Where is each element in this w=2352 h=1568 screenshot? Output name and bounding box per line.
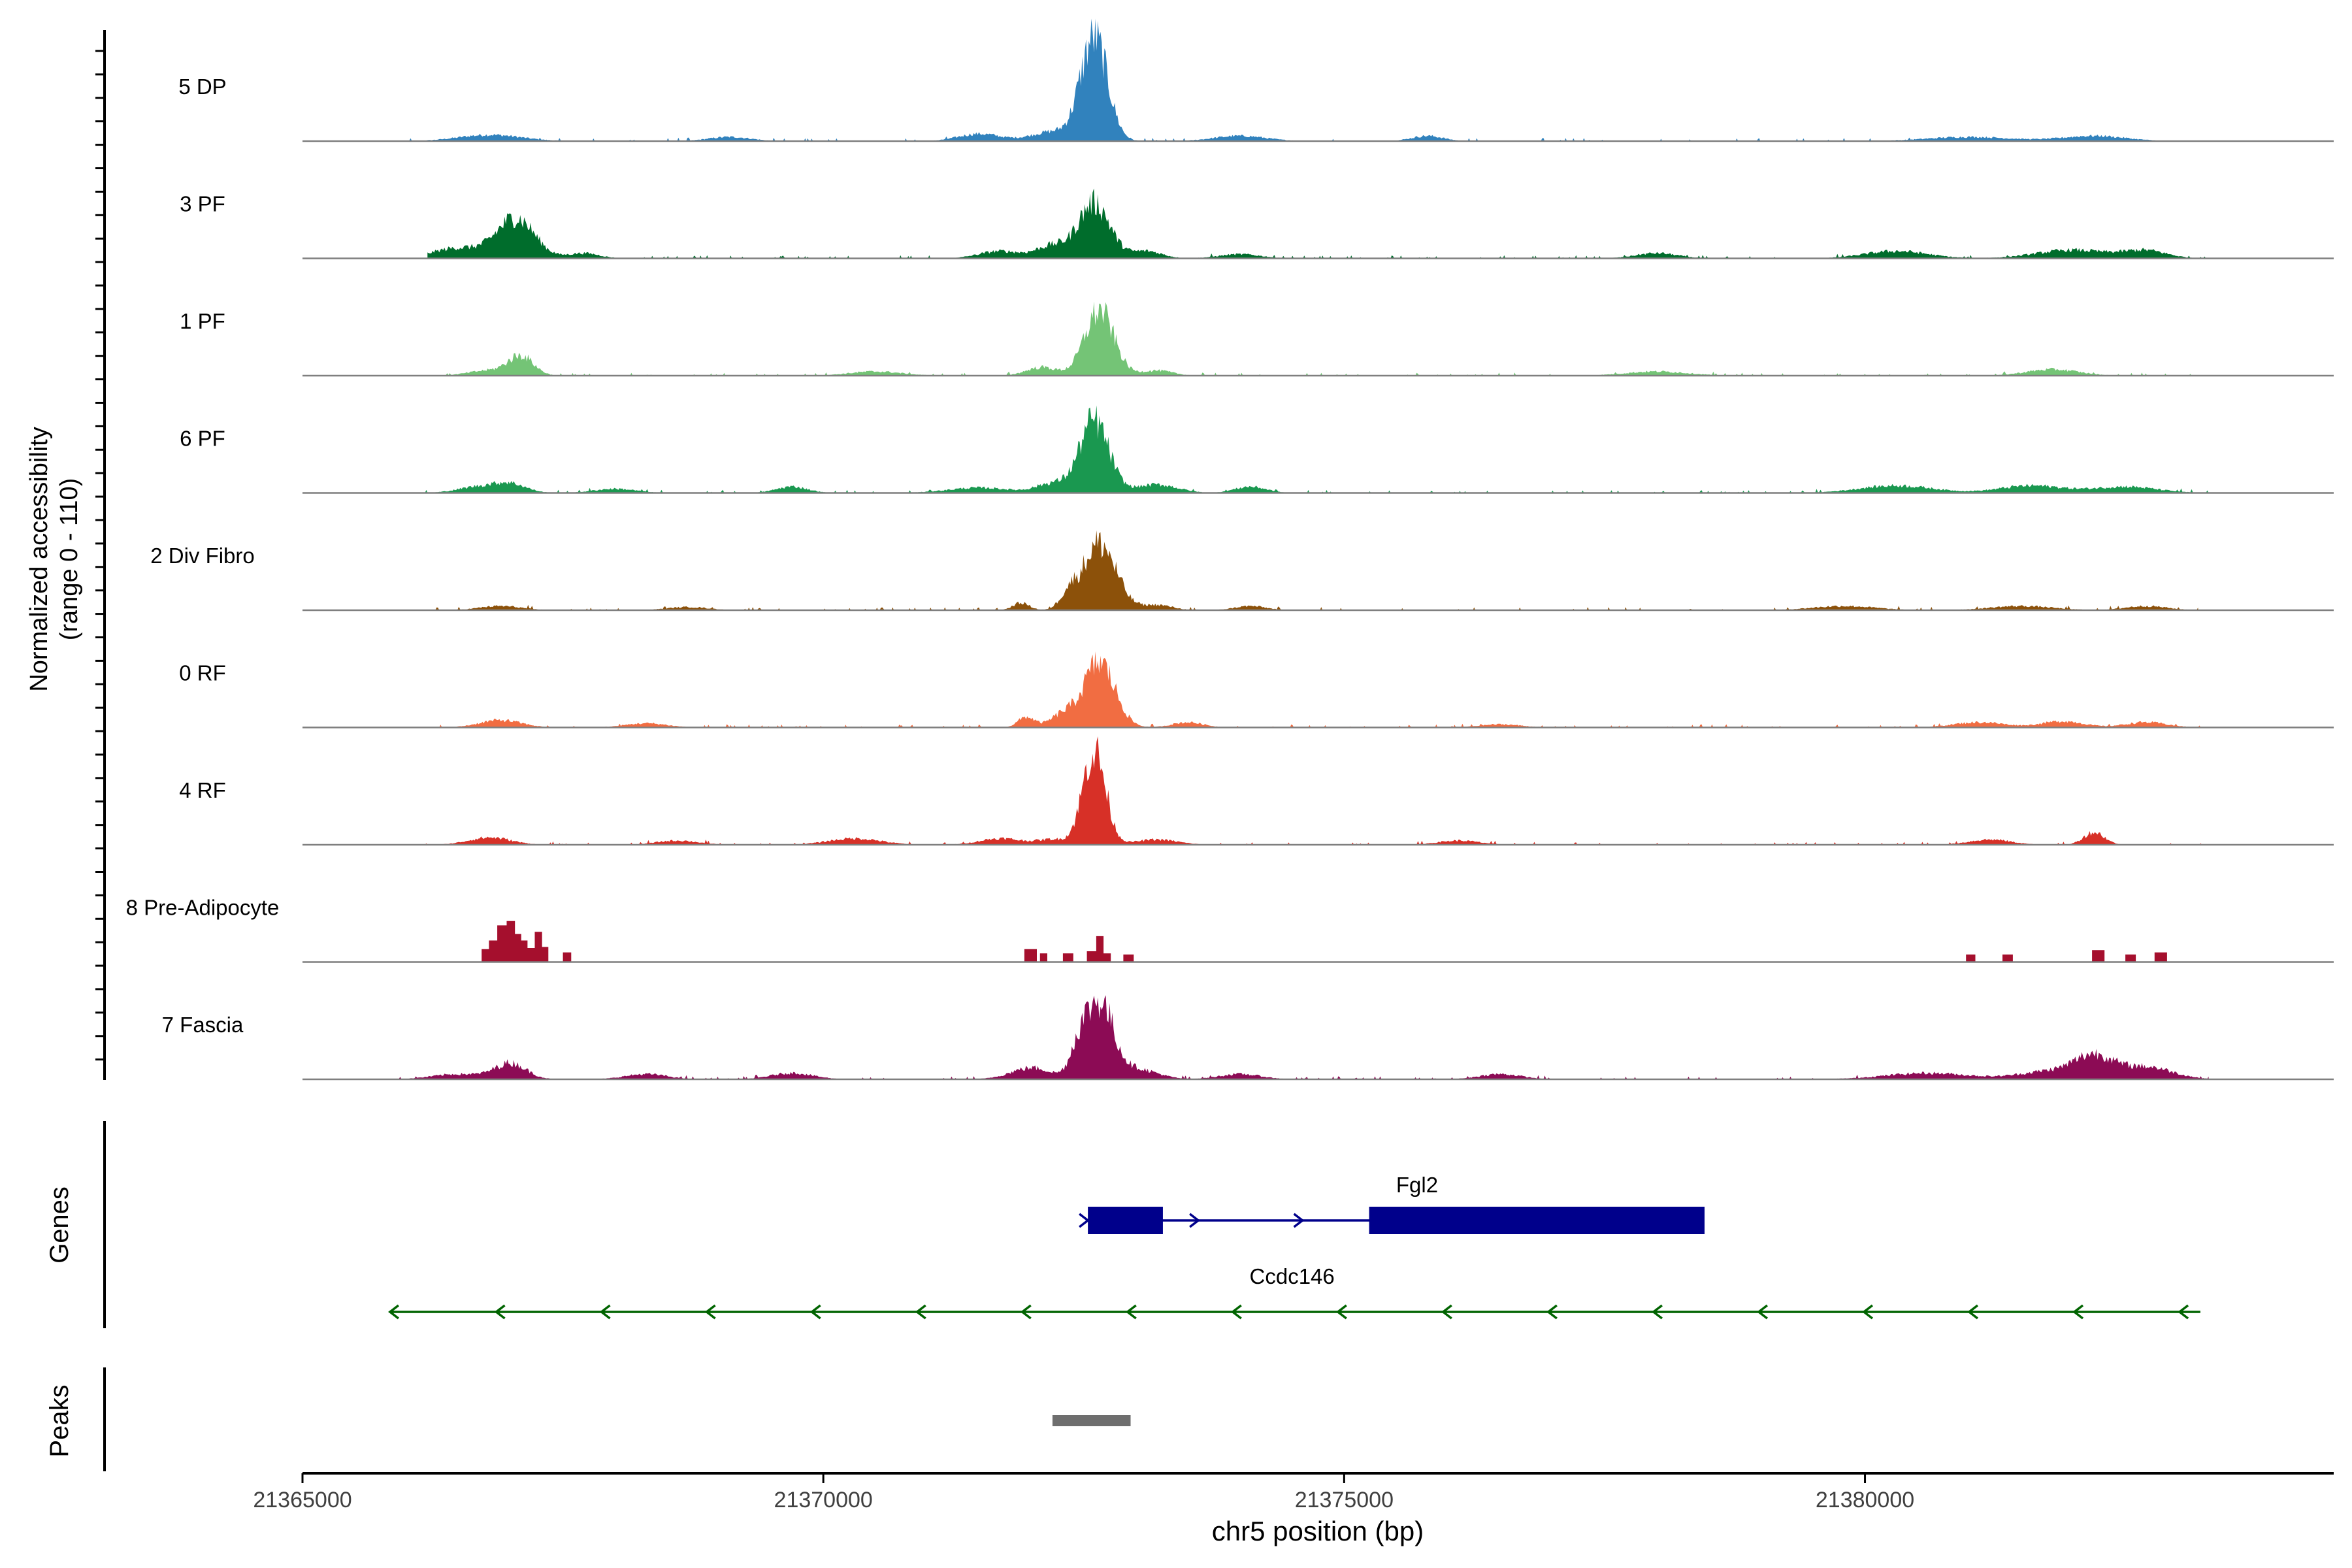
strand-arrow: [704, 1304, 716, 1320]
strand-arrow: [1335, 1304, 1347, 1320]
strand-arrow: [1230, 1304, 1242, 1320]
coverage-area: [427, 530, 2198, 610]
strand-arrow: [2178, 1304, 2189, 1320]
strand-arrow: [809, 1304, 821, 1320]
coverage-area: [482, 921, 2167, 962]
coverage-area: [406, 651, 2209, 728]
gene-label: Fgl2: [1396, 1173, 1438, 1197]
track-1: 5 DP: [178, 18, 2334, 142]
strand-arrow: [494, 1304, 506, 1320]
coverage-area: [396, 995, 2209, 1079]
track-6: 0 RF: [179, 651, 2334, 728]
gene-label: Ccdc146: [1250, 1264, 1335, 1288]
strand-arrow: [1079, 1213, 1090, 1228]
track-2: 3 PF: [180, 188, 2334, 259]
gene-exon: [1088, 1207, 1163, 1234]
gene-fgl2: Fgl2: [1079, 1173, 1705, 1234]
coverage-axis-ticks: [95, 50, 105, 1061]
gene-exon: [1369, 1207, 1705, 1234]
track-label: 6 PF: [180, 427, 225, 451]
y-axis-title-line1: Normalized accessibility: [25, 427, 53, 691]
strand-arrow: [1757, 1304, 1768, 1320]
track-4: 6 PF: [180, 405, 2334, 494]
strand-arrow: [1862, 1304, 1874, 1320]
genes-panel-label: Genes: [45, 1186, 74, 1264]
coverage-area: [406, 301, 2209, 376]
x-tick-label: 21370000: [774, 1488, 873, 1512]
track-7: 4 RF: [179, 736, 2334, 846]
strand-arrow: [1546, 1304, 1558, 1320]
strand-arrow: [388, 1304, 399, 1320]
track-label: 7 Fascia: [162, 1013, 244, 1037]
x-axis-title: chr5 position (bp): [1212, 1516, 1424, 1546]
strand-arrow: [1967, 1304, 1979, 1320]
strand-arrow: [1125, 1304, 1137, 1320]
track-label: 5 DP: [178, 74, 226, 99]
strand-arrow: [1293, 1213, 1305, 1228]
coverage-area: [396, 405, 2209, 493]
strand-arrow: [915, 1304, 926, 1320]
track-9: 7 Fascia: [162, 995, 2334, 1081]
strand-arrow: [1441, 1304, 1452, 1320]
track-label: 8 Pre-Adipocyte: [126, 896, 280, 920]
gene-ccdc146: Ccdc146: [388, 1264, 2200, 1320]
coverage-area: [406, 736, 2209, 845]
strand-arrow: [2072, 1304, 2084, 1320]
coverage-tracks: 5 DP 3 PF 1 PF 6 PF 2 Div Fibro 0 RF 4 RF 8 Pre…: [126, 18, 2334, 1081]
track-label: 0 RF: [179, 661, 226, 685]
x-axis-ticks: 21365000 21370000 21375000 21380000: [253, 1473, 1914, 1512]
strand-arrow: [1020, 1304, 1032, 1320]
track-label: 1 PF: [180, 309, 225, 333]
peaks-panel-label: Peaks: [45, 1384, 74, 1457]
strand-arrow: [1189, 1213, 1201, 1228]
x-tick-label: 21375000: [1295, 1488, 1394, 1512]
track-5: 2 Div Fibro: [150, 530, 2334, 612]
x-tick-label: 21365000: [253, 1488, 351, 1512]
peaks-track: [1052, 1415, 1131, 1426]
strand-arrow: [599, 1304, 611, 1320]
strand-arrow: [1652, 1304, 1663, 1320]
track-3: 1 PF: [180, 301, 2334, 377]
track-label: 3 PF: [180, 192, 225, 216]
track-label: 2 Div Fibro: [150, 544, 255, 568]
coverage-area: [406, 18, 2178, 141]
peak-region: [1052, 1415, 1131, 1426]
track-label: 4 RF: [179, 778, 226, 802]
genes-track: Fgl2 Ccdc146: [388, 1173, 2200, 1320]
track-8: 8 Pre-Adipocyte: [126, 896, 2334, 963]
coverage-area: [427, 188, 2209, 259]
x-tick-label: 21380000: [1816, 1488, 1914, 1512]
y-axis-title-line2: (range 0 - 110): [56, 478, 83, 641]
